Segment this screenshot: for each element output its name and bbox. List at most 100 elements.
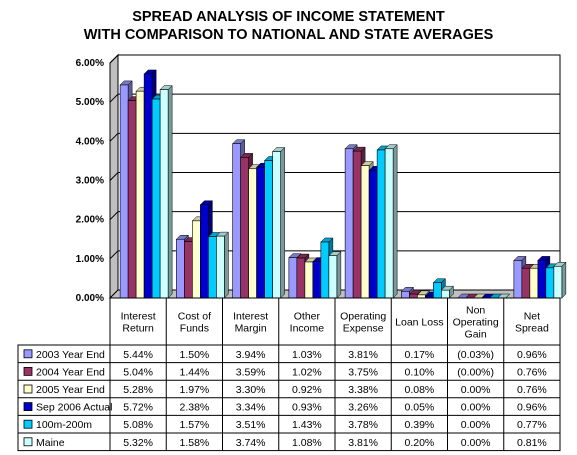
data-label: 0.00%	[461, 419, 491, 431]
data-label: 3.75%	[348, 366, 378, 378]
bar	[264, 160, 273, 299]
bar	[296, 257, 306, 299]
data-label: 1.50%	[179, 349, 209, 361]
data-label: 0.39%	[404, 419, 434, 431]
data-label: 0.96%	[517, 349, 547, 361]
data-label: 0.00%	[461, 402, 491, 414]
y-tick-label: 4.00%	[76, 136, 104, 147]
data-label: 3.38%	[348, 384, 378, 396]
category-label: Interest	[121, 311, 156, 323]
bar	[248, 168, 257, 299]
bar	[360, 165, 370, 299]
bar	[184, 241, 193, 299]
data-label: 0.17%	[404, 349, 434, 361]
category-label: Income	[290, 323, 325, 335]
bar	[376, 149, 386, 299]
data-label: 3.51%	[236, 419, 266, 431]
legend-entry: 100m-200m	[36, 419, 92, 431]
data-label: 5.04%	[123, 366, 153, 378]
bar	[119, 84, 129, 299]
legend-swatch	[23, 349, 33, 359]
category-label: Operating	[453, 317, 499, 329]
category-label: Cost of	[178, 311, 211, 323]
gridline	[109, 172, 560, 181]
data-label: 1.44%	[179, 366, 209, 378]
category-label: Operating	[340, 311, 386, 323]
bar-side	[224, 231, 229, 299]
y-tick-label: 3.00%	[76, 176, 104, 187]
data-label: 1.43%	[292, 419, 322, 431]
bar	[368, 170, 378, 299]
data-label: 0.10%	[404, 366, 434, 378]
category-label: Return	[122, 323, 154, 335]
data-label: 0.00%	[461, 384, 491, 396]
bar	[312, 261, 322, 299]
chart-title-line-1: SPREAD ANALYSIS OF INCOME STATEMENT	[132, 9, 445, 25]
chart-title-line-2: WITH COMPARISON TO NATIONAL AND STATE AV…	[83, 27, 494, 43]
data-label: 0.96%	[517, 402, 547, 414]
data-label: 3.74%	[236, 437, 266, 449]
legend-swatch	[23, 384, 33, 394]
data-label: 3.94%	[236, 349, 266, 361]
bar-side	[167, 85, 173, 299]
gridline	[109, 211, 560, 221]
bar	[272, 151, 281, 299]
data-label: 0.92%	[292, 384, 322, 396]
bar-side	[392, 144, 398, 299]
category-label: Interest	[233, 311, 268, 323]
bar	[176, 238, 185, 299]
bar	[441, 289, 450, 299]
bar	[304, 261, 314, 299]
bar	[240, 157, 249, 299]
gridline	[109, 54, 560, 64]
bar	[352, 150, 362, 299]
y-tick-label: 5.00%	[76, 97, 104, 108]
bar	[344, 148, 354, 299]
data-label: 3.34%	[236, 402, 266, 414]
category-label: Expense	[343, 323, 384, 335]
data-label: 0.93%	[292, 402, 322, 414]
data-label: 5.72%	[123, 402, 153, 414]
bar	[433, 282, 442, 299]
data-label: 5.28%	[123, 384, 153, 396]
bar	[200, 204, 209, 299]
bar	[216, 235, 225, 299]
data-label: 0.20%	[404, 437, 434, 449]
data-label: 1.03%	[292, 349, 322, 361]
bar	[143, 73, 153, 299]
data-label: 5.08%	[123, 419, 153, 431]
bar	[537, 260, 547, 299]
bar	[409, 293, 418, 299]
bar	[151, 98, 161, 299]
data-label: 1.08%	[292, 437, 322, 449]
y-tick-label: 2.00%	[76, 215, 104, 226]
legend-swatch	[23, 402, 33, 412]
category-label: Other	[294, 311, 321, 323]
data-label: 0.76%	[517, 384, 547, 396]
bar	[529, 267, 539, 299]
data-label: 0.00%	[461, 437, 491, 449]
bar	[320, 241, 330, 299]
legend-entry: 2004 Year End	[36, 366, 105, 378]
bar	[256, 166, 265, 299]
y-tick-label: 6.00%	[76, 58, 104, 69]
bar	[545, 267, 555, 299]
data-label: 3.81%	[348, 437, 378, 449]
data-label: 3.81%	[348, 349, 378, 361]
data-label: (0.03%)	[457, 349, 494, 361]
y-tick-label: 0.00%	[76, 293, 104, 304]
data-label: 0.05%	[404, 402, 434, 414]
legend-entry: 2005 Year End	[36, 384, 105, 396]
chart-title: SPREAD ANALYSIS OF INCOME STATEMENT WITH…	[0, 8, 577, 44]
data-label: 5.44%	[123, 349, 153, 361]
category-label: Margin	[235, 323, 267, 335]
legend-entry: Sep 2006 Actual	[36, 402, 112, 414]
bar-side	[336, 251, 342, 299]
bar	[192, 220, 201, 299]
data-label: 1.58%	[179, 437, 209, 449]
bar	[232, 143, 241, 299]
bar-side	[280, 146, 285, 299]
data-label: 2.38%	[179, 402, 209, 414]
legend-swatch	[23, 419, 33, 429]
bar	[288, 257, 298, 299]
